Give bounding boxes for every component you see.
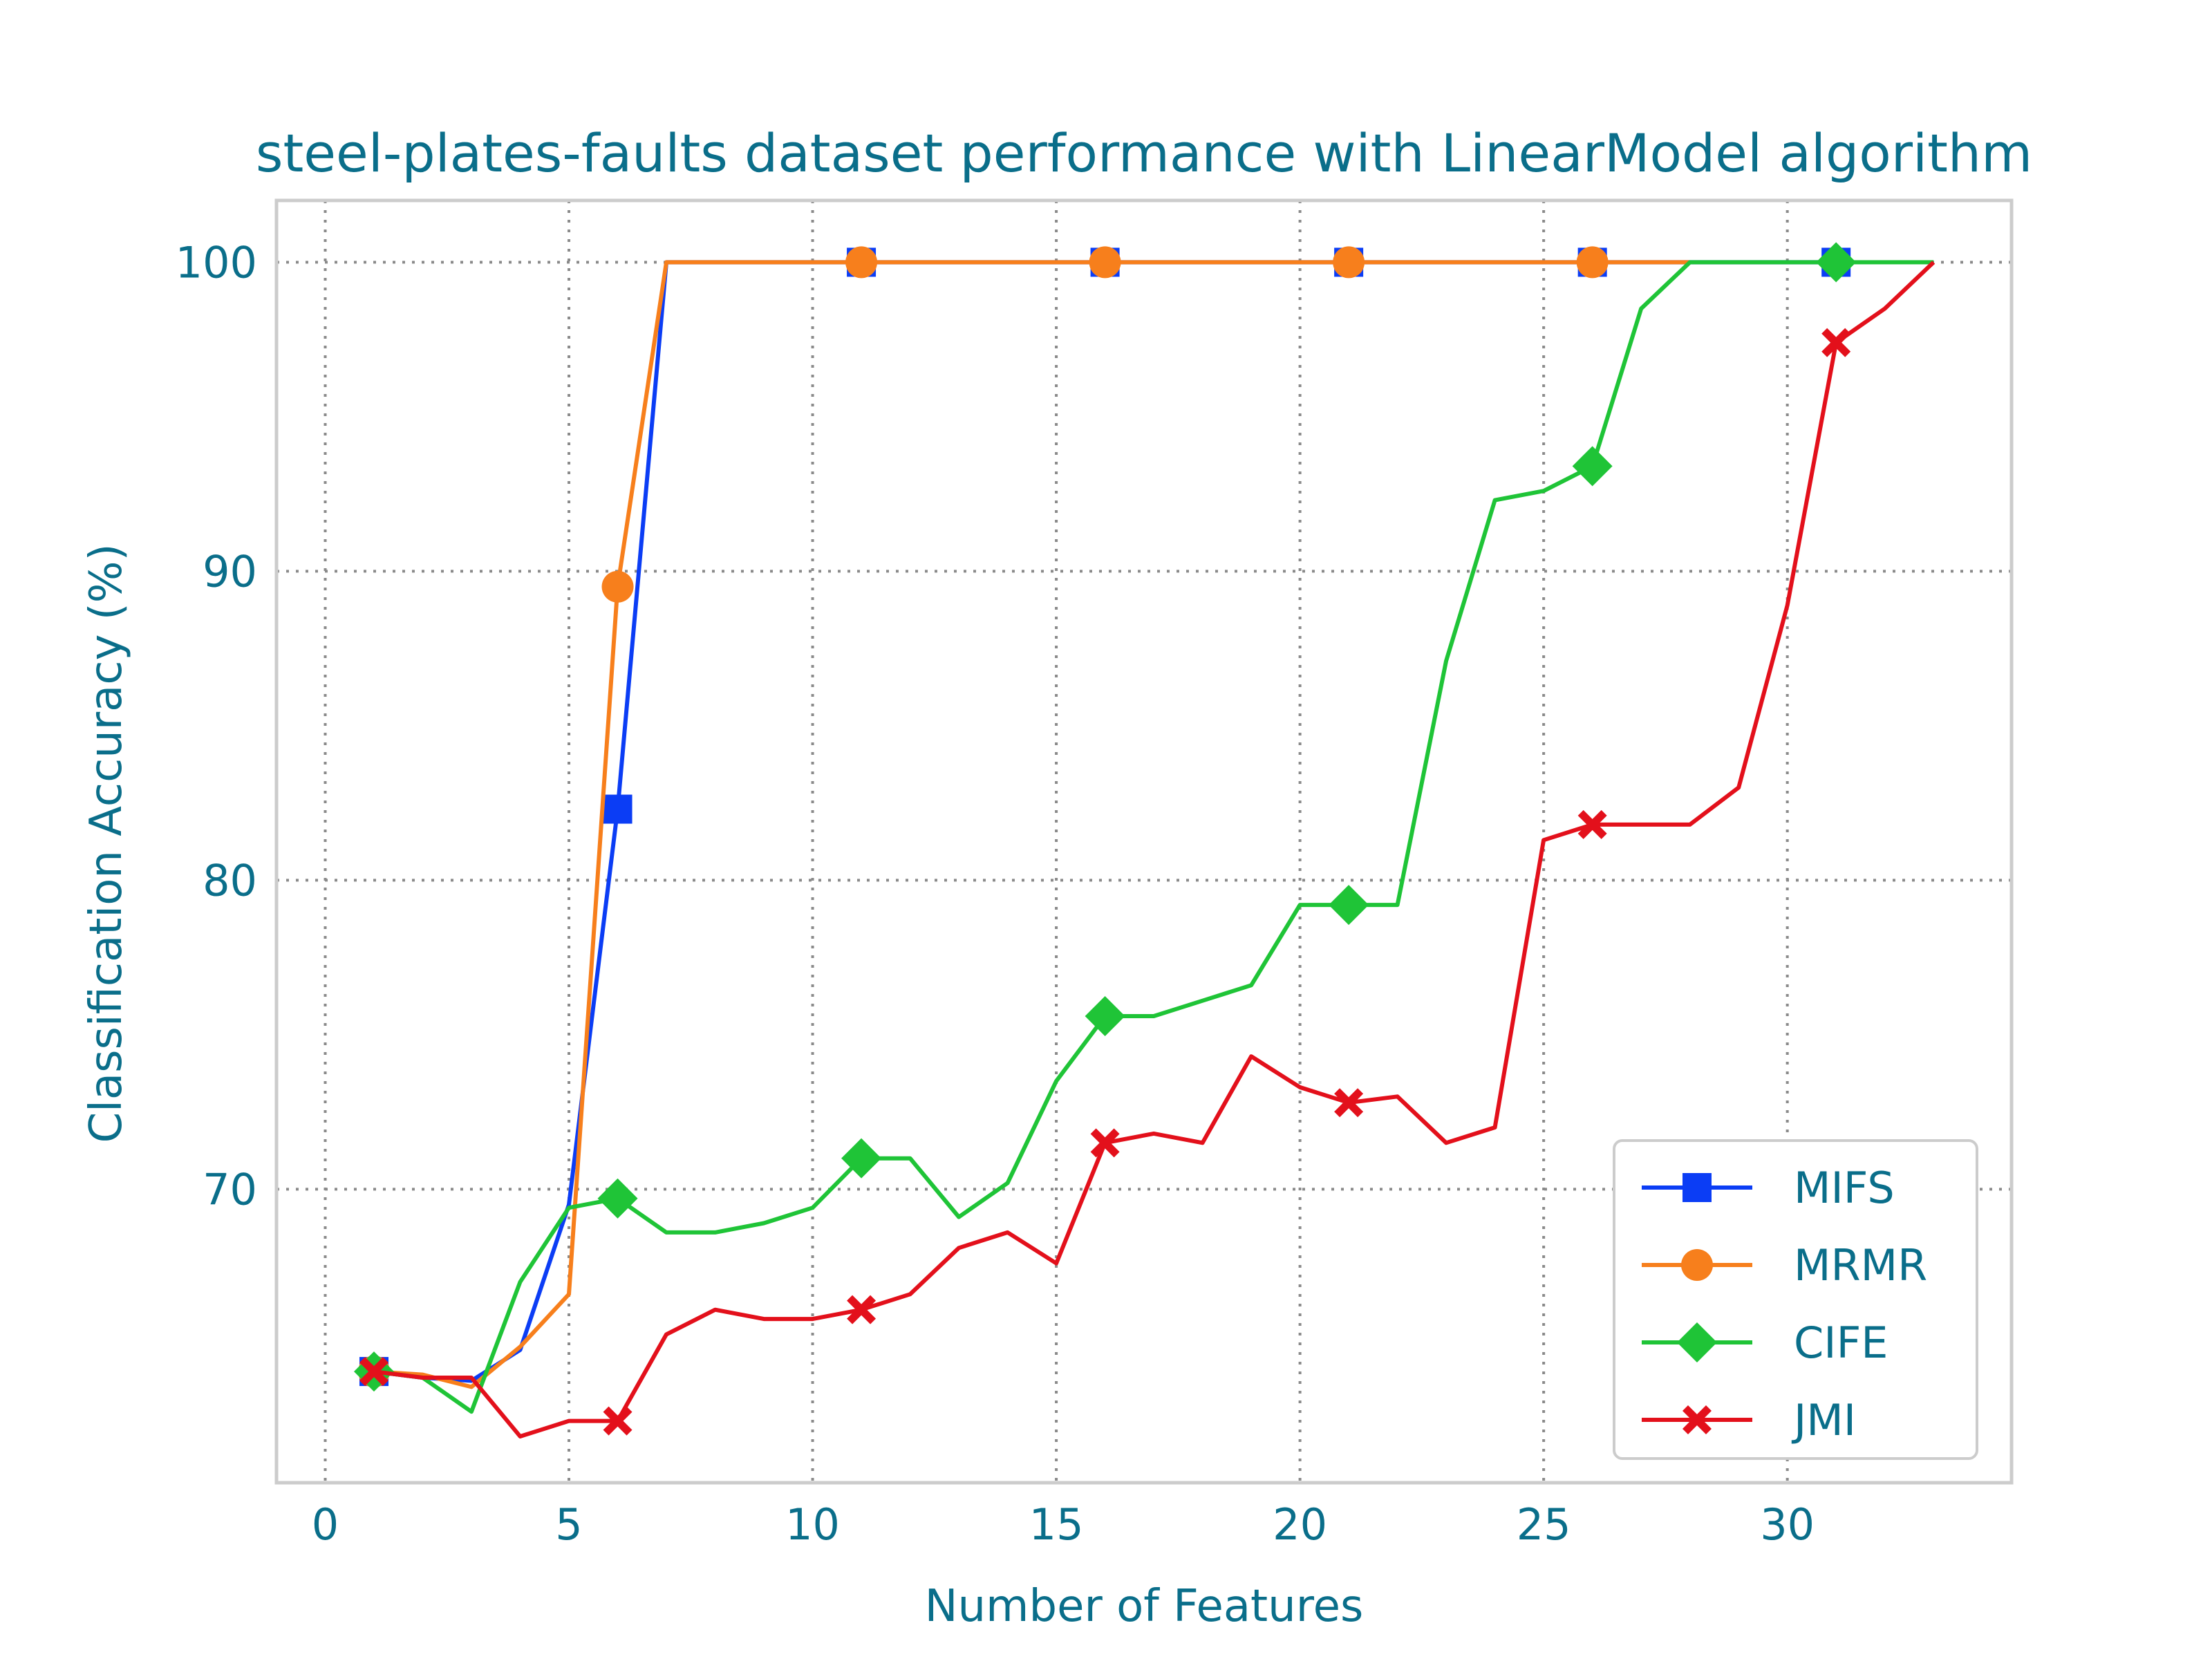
x-tick-label: 30 xyxy=(1760,1499,1815,1550)
data-point-jmi xyxy=(1577,809,1607,839)
legend: MIFS MRMR CIFE JMI xyxy=(1613,1139,1978,1460)
legend-label: CIFE xyxy=(1794,1318,1888,1368)
data-point-jmi xyxy=(1821,328,1851,357)
data-point-jmi xyxy=(603,1406,632,1436)
data-point-mrmr xyxy=(601,570,634,603)
x-tick-label: 25 xyxy=(1517,1499,1571,1550)
data-point-jmi xyxy=(359,1357,389,1387)
data-point-jmi xyxy=(1334,1088,1364,1118)
y-tick-label: 80 xyxy=(203,855,257,906)
x-tick-label: 20 xyxy=(1273,1499,1327,1550)
series-line-jmi xyxy=(373,261,1936,1438)
chart-title: steel-plates-faults dataset performance … xyxy=(256,122,2032,184)
legend-swatch-marker xyxy=(1677,1322,1717,1362)
legend-swatch-marker xyxy=(1683,1405,1712,1434)
data-point-mrmr xyxy=(1576,246,1609,279)
data-point-cife xyxy=(1329,885,1369,926)
series-jmi xyxy=(359,261,1936,1438)
legend-swatch-marker xyxy=(1683,1173,1712,1202)
legend-items: MIFS MRMR CIFE JMI xyxy=(1642,1163,1927,1445)
legend-item-cife: CIFE xyxy=(1642,1318,1888,1368)
data-point-jmi xyxy=(1090,1128,1120,1158)
data-point-jmi xyxy=(847,1295,877,1324)
series-cife xyxy=(354,242,1934,1414)
series-line-cife xyxy=(373,260,1934,1414)
x-tick-label: 0 xyxy=(312,1499,339,1550)
series-line-mrmr xyxy=(373,260,1690,1389)
tick-labels: 0 5 10 15 20 25 30 70 80 90 100 xyxy=(176,237,1815,1550)
x-tick-label: 10 xyxy=(785,1499,840,1550)
legend-box xyxy=(1613,1139,1978,1460)
legend-label: JMI xyxy=(1791,1395,1856,1445)
series-layer xyxy=(354,242,1936,1438)
data-point-mrmr xyxy=(845,246,878,279)
data-point-mifs xyxy=(603,794,632,824)
x-tick-label: 15 xyxy=(1029,1499,1084,1550)
legend-swatch-marker xyxy=(1681,1249,1713,1281)
data-point-cife xyxy=(1572,446,1613,487)
legend-label: MIFS xyxy=(1794,1163,1895,1213)
x-tick-label: 5 xyxy=(555,1499,582,1550)
y-axis-label: Classification Accuracy (%) xyxy=(81,543,132,1143)
data-point-cife xyxy=(597,1178,638,1219)
legend-label: MRMR xyxy=(1794,1240,1927,1291)
legend-item-mrmr: MRMR xyxy=(1642,1240,1927,1291)
grid-lines xyxy=(276,200,2012,1483)
data-point-cife xyxy=(841,1138,882,1179)
data-point-cife xyxy=(1816,242,1857,283)
legend-item-mifs: MIFS xyxy=(1642,1163,1895,1213)
legend-item-jmi: JMI xyxy=(1642,1395,1856,1445)
x-axis-label: Number of Features xyxy=(925,1581,1364,1632)
data-point-mrmr xyxy=(1089,246,1121,279)
y-tick-label: 90 xyxy=(203,546,257,597)
y-tick-label: 70 xyxy=(203,1164,257,1215)
plot-frame xyxy=(274,198,2014,1485)
y-tick-label: 100 xyxy=(176,237,257,288)
data-point-mrmr xyxy=(1333,246,1365,279)
data-point-cife xyxy=(1085,996,1125,1037)
